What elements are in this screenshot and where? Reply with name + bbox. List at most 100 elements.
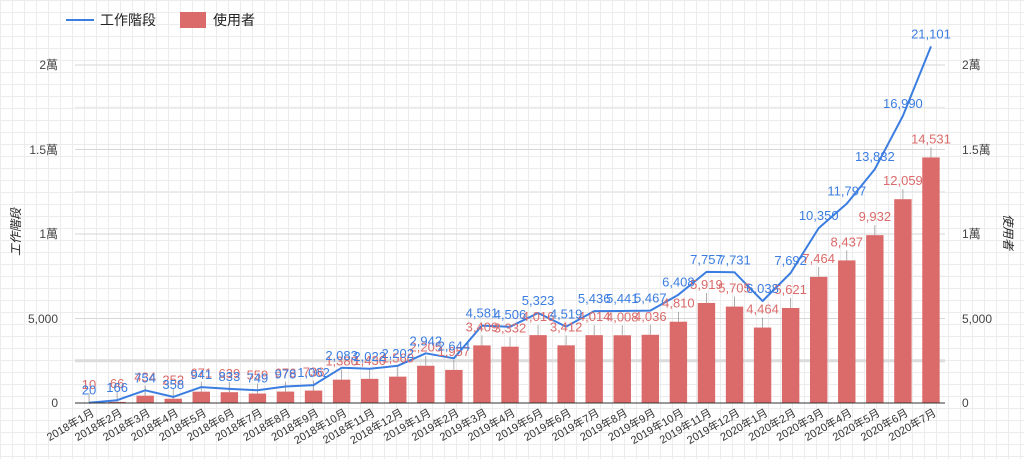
bar [557,345,575,403]
line-value-label: 6,408 [662,275,695,290]
line-value-label: 5,467 [634,291,667,306]
line-value-label: 4,506 [494,307,527,322]
line-value-label: 5,441 [606,291,639,306]
line-value-label: 4,519 [550,307,583,322]
line-value-label: 10,350 [799,208,839,223]
bar-value-label: 252 [162,373,184,388]
bar [276,391,295,403]
line-value-label: 13,832 [855,149,895,164]
bar [585,335,603,403]
bar [445,369,463,403]
bar-value-label: 4,008 [606,309,639,324]
bar-value-label: 3,412 [550,319,583,334]
bar-data-labels: 10 66 434 252 671 639 559 676 7361,3801,4301,560… [82,131,951,391]
legend-bar-label: 使用者 [213,12,255,28]
bar [332,379,351,403]
bar [810,276,828,403]
bar [838,260,856,403]
bar-value-label: 10 [82,377,96,392]
bar [781,308,800,403]
line-value-label: 5,323 [522,293,555,308]
bar-value-label: 736 [303,365,325,380]
y-tick-left: 2萬 [39,58,58,72]
bar-value-label: 3,332 [494,321,527,336]
x-axis-labels: 2018年1月2018年2月2018年3月2018年4月2018年5月2018年… [44,405,938,446]
line-path [88,46,932,404]
bar [894,199,912,403]
bar [220,392,239,403]
bar [417,365,435,403]
bar-value-label: 671 [190,366,212,381]
line-value-label: 358 [162,377,184,392]
bar [108,401,126,403]
bar-value-label: 434 [134,370,156,385]
y-tick-left: 1.5萬 [29,143,58,157]
line-value-label: 941 [190,367,212,382]
line-value-label: 16,990 [883,96,923,111]
bar [164,398,182,403]
bar-value-label: 676 [275,366,297,381]
line-value-label: 978 [275,366,297,381]
line-value-label: 6,038 [746,281,779,296]
line-value-label: 7,757 [690,252,723,267]
bar-value-label: 1,380 [325,354,358,369]
bar-value-label: 1,560 [381,351,414,366]
line-value-label: 2,202 [381,346,414,361]
bar-value-label: 12,059 [883,173,923,188]
bar [389,376,407,403]
bar-value-label: 4,016 [522,309,555,324]
y-axis-title-right: 使用者 [1001,214,1015,252]
bar [922,157,940,403]
bar [192,391,210,403]
line-value-label: 2,083 [325,348,358,363]
y-tick-right: 1萬 [962,227,981,241]
bar-value-label: 9,932 [859,209,892,224]
line-series [88,46,932,404]
bar [669,321,688,403]
bar-series [80,157,940,403]
bar-value-label: 4,014 [578,309,611,324]
bar [360,378,379,403]
y-tick-left: 0 [51,396,58,410]
line-value-label: 166 [106,380,128,395]
y-tick-right: 5,000 [962,312,992,326]
y-tick-right: 1.5萬 [962,143,991,157]
line-value-label: 11,797 [827,184,866,199]
y-tick-right: 0 [962,396,969,410]
line-value-label: 21,101 [911,26,951,41]
bar-value-label: 14,531 [911,131,951,146]
line-value-label: 2,022 [353,349,386,364]
bar-value-label: 4,036 [634,309,667,324]
line-value-label: 2,644 [438,338,471,353]
bar-value-label: 639 [219,366,241,381]
bar-value-label: 4,810 [662,296,695,311]
bar-value-label: 5,621 [774,282,807,297]
legend-line-label: 工作階段 [100,12,156,28]
bar [304,390,323,403]
line-value-label: 754 [134,370,156,385]
line-value-label: 1,062 [297,365,330,380]
y-axis-right: 0 5,000 1萬 1.5萬 2萬 [962,58,992,410]
bar-value-label: 8,437 [831,234,864,249]
bar-value-label: 5,919 [690,277,723,292]
line-value-label: 833 [219,369,241,384]
y-axis-title-left: 工作階段 [9,207,23,256]
y-tick-left: 1萬 [39,227,58,241]
bar [501,346,519,403]
bar-value-label: 1,957 [438,344,471,359]
y-tick-right: 2萬 [962,58,981,72]
y-axis-left: 0 5,000 1萬 1.5萬 2萬 [28,58,58,410]
line-value-label: 2,942 [410,333,443,348]
bar [248,393,267,403]
line-value-label: 5,436 [578,291,611,306]
bar [866,235,884,403]
bar-value-label: 3,409 [466,319,499,334]
bar [641,334,660,403]
legend-bar-swatch [180,12,206,28]
line-value-label: 7,692 [774,253,807,268]
bar-value-label: 559 [247,368,269,383]
label-leader-lines [88,147,932,403]
line-value-label: 7,731 [718,252,751,267]
